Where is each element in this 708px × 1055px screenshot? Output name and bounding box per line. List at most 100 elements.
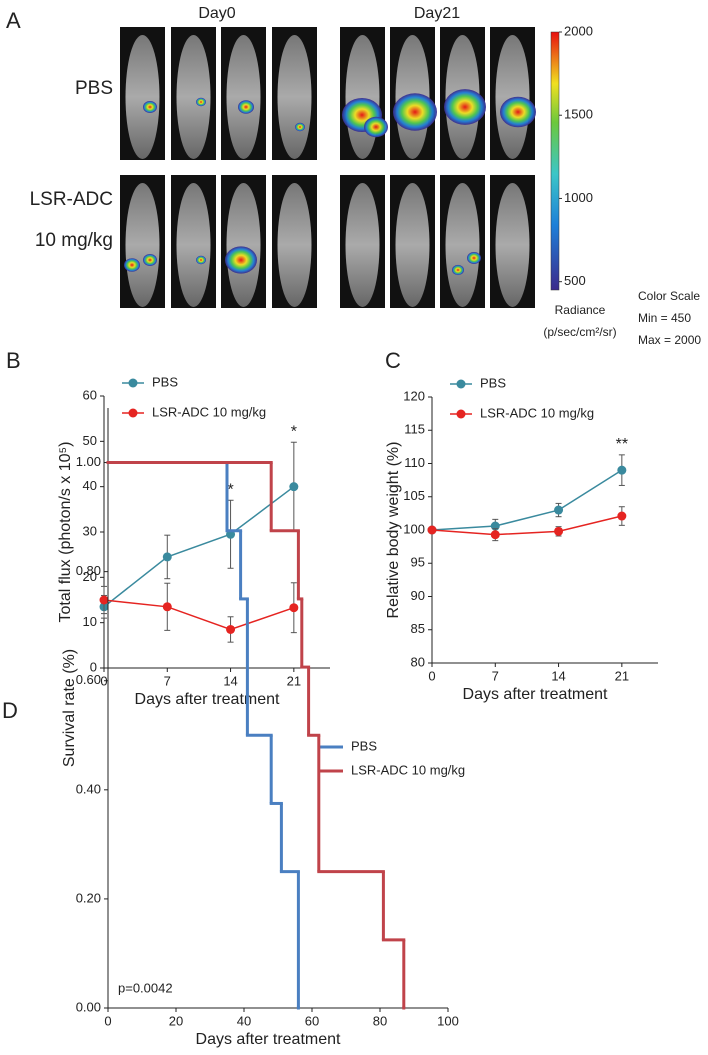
y-tick-label: 105 [403,488,425,503]
y-axis-label: Survival rate (%) [61,649,78,767]
legend-marker [128,378,138,388]
colorbar [550,31,560,291]
x-tick-label: 100 [437,1013,459,1028]
p-value: p=0.0042 [118,980,173,995]
data-point [617,465,627,475]
x-tick-label: 14 [223,673,237,688]
signal-blob [452,264,464,276]
data-point [617,511,627,521]
signal-blob [500,96,536,128]
y-tick-label: 120 [403,388,425,403]
data-point [289,603,299,613]
colorbar-title: Radiance [555,303,606,317]
y-tick-label: 0 [90,659,97,674]
mouse-body [226,35,261,159]
legend-marker [128,408,138,418]
x-axis-label: Days after treatment [135,691,281,708]
row-title: 10 mg/kg [35,230,113,251]
panel-label: C [385,348,401,373]
x-tick-label: 80 [373,1013,387,1028]
significance-mark: * [227,481,233,498]
y-tick-label: 40 [83,478,97,493]
colorbar-tick-label: 1000 [564,190,593,205]
significance-mark: ** [616,436,628,453]
y-tick-label: 1.00 [76,454,101,469]
y-tick-label: 110 [404,455,425,470]
legend-label: PBS [480,375,506,390]
data-point [427,525,437,535]
x-axis-label: Days after treatment [196,1031,342,1048]
data-point [490,530,500,540]
signal-blob [143,101,157,113]
x-tick-label: 0 [428,668,435,683]
column-title: Day21 [414,5,460,22]
signal-blob [295,122,305,132]
data-point [162,552,172,562]
y-tick-label: 100 [403,521,425,536]
series-line [431,515,623,536]
mouse-body [277,183,312,307]
x-tick-label: 40 [237,1013,251,1028]
mouse-body [345,35,380,159]
mouse-body [125,35,160,159]
legend-marker [456,379,466,389]
y-tick-label: 0.60 [76,672,101,687]
y-tick-label: 60 [83,387,97,402]
signal-blob [143,254,157,266]
signal-blob [196,255,206,265]
x-tick-label: 0 [104,1013,111,1028]
data-point [162,602,172,612]
x-tick-label: 21 [615,668,629,683]
y-axis-label: Total flux (photon/s x 10⁵) [57,442,74,623]
legend-label: LSR-ADC 10 mg/kg [152,404,266,419]
y-tick-label: 80 [411,654,425,669]
signal-blob [196,97,206,107]
signal-blob [225,246,257,274]
y-tick-label: 90 [411,588,425,603]
mouse-body [176,35,211,159]
mouse-body [395,183,430,307]
signal-blob [364,116,388,138]
colorbar-tick-label: 500 [564,273,586,288]
y-axis-label: Relative body weight (%) [385,442,402,619]
row-title: PBS [75,78,113,99]
mouse-body [176,183,211,307]
series-line [431,469,623,531]
x-tick-label: 7 [164,673,171,688]
significance-mark: * [291,423,297,440]
legend-label: PBS [152,374,178,389]
panel-label: B [6,348,21,373]
data-point [226,624,236,634]
x-tick-label: 20 [169,1013,183,1028]
y-tick-label: 85 [411,621,425,636]
y-tick-label: 95 [411,555,425,570]
legend-marker [456,409,466,419]
signal-blob [444,89,486,125]
x-axis-label: Days after treatment [463,686,609,703]
data-point [99,595,109,605]
legend-label: LSR-ADC 10 mg/kg [351,762,465,777]
y-tick-label: 115 [404,422,425,437]
column-title: Day0 [198,5,235,22]
y-tick-label: 0.00 [76,999,101,1014]
row-title: LSR-ADC [30,189,113,210]
mouse-body [125,183,160,307]
legend-label: PBS [351,738,377,753]
x-tick-label: 7 [492,668,499,683]
panel-label: D [2,698,18,723]
color-scale-text: Color Scale [638,289,700,303]
signal-blob [393,93,437,131]
signal-blob [124,258,140,272]
mouse-images [120,27,536,308]
y-tick-label: 10 [83,614,97,629]
signal-blob [238,100,254,114]
data-point [289,482,299,492]
y-tick-label: 20 [83,569,97,584]
mouse-body [445,183,480,307]
series-line [103,599,295,631]
data-point [554,526,564,536]
y-tick-label: 0.80 [76,563,101,578]
colorbar-tick-label: 1500 [564,107,593,122]
color-scale-text: Max = 2000 [638,333,701,347]
